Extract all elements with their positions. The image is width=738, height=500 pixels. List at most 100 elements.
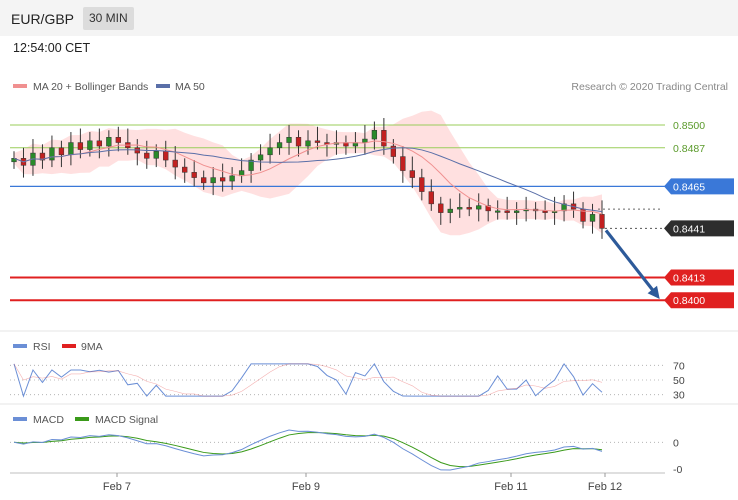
candle-body [191, 172, 197, 178]
candle-body [362, 138, 368, 143]
candle-body [144, 152, 150, 159]
macd-tick-label: -0 [673, 464, 682, 476]
candle-body [210, 177, 216, 184]
level-label: 0.8487 [673, 143, 705, 155]
level-tag [664, 220, 734, 237]
level-label: 0.8400 [673, 295, 705, 307]
macd-signal-legend-label: MACD Signal [95, 414, 158, 426]
candle-body [58, 147, 65, 156]
candle-body [561, 203, 567, 212]
rsi-tick-label: 50 [673, 375, 685, 387]
price-levels: 0.8500 0.8487 0.8465 0.8441 0.8413 0.8400 [10, 120, 734, 309]
macd-legend-label: MACD [33, 414, 64, 426]
x-tick-label: Feb 12 [588, 481, 622, 493]
rsi-ma-legend-swatch [62, 344, 76, 348]
candle-body [476, 205, 482, 210]
candle-body [201, 177, 207, 184]
candlesticks [11, 118, 605, 239]
moving-averages [13, 140, 603, 215]
ma20-line [13, 140, 603, 215]
top-bar: EUR/GBP 30 MIN [0, 0, 738, 36]
candle-body [400, 156, 406, 171]
candle-body [257, 154, 264, 161]
candle-body [466, 207, 472, 210]
candle-body [371, 130, 378, 140]
x-tick-label: Feb 11 [494, 481, 527, 493]
macd-line [13, 429, 603, 471]
bollinger-band-area [14, 110, 602, 236]
candle-body [77, 142, 84, 150]
candle-body [172, 159, 178, 168]
candle-body [163, 151, 169, 161]
timeframe-badge[interactable]: 30 MIN [83, 7, 134, 30]
candle-body [314, 140, 321, 143]
x-axis-labels: Feb 7 Feb 9 Feb 11 Feb 12 [103, 473, 622, 493]
candle-body [447, 208, 453, 213]
rsi-legend-swatch [13, 344, 27, 348]
candle-body [409, 170, 415, 178]
macd-legend-swatch [13, 417, 27, 421]
candle-body [153, 151, 159, 159]
macd-signal-legend-swatch [75, 417, 89, 421]
level-tag [664, 178, 734, 195]
symbol-title: EUR/GBP [11, 11, 75, 27]
timestamp: 12:54:00 CET [13, 41, 91, 55]
macd-signal-line [13, 431, 603, 468]
rsi-tick-label: 70 [673, 360, 685, 372]
candle-body [390, 145, 397, 157]
candle-body [96, 140, 103, 147]
bollinger-band [14, 110, 602, 236]
candle-body [295, 137, 302, 147]
ma50-line [13, 147, 603, 213]
ma50-legend-swatch [156, 84, 170, 88]
candle-body [39, 152, 46, 161]
rsi-line [13, 362, 603, 398]
candle-body [599, 214, 605, 229]
macd-panel: 0 -0 [10, 429, 682, 476]
candle-body [438, 203, 444, 213]
rsi-legend-label: RSI [33, 341, 51, 353]
level-label: 0.8441 [673, 223, 705, 235]
ma20-legend-label: MA 20 + Bollinger Bands [33, 81, 148, 93]
candle-body [267, 147, 273, 156]
candle-body [589, 214, 596, 222]
rsi-tick-label: 30 [673, 390, 685, 402]
ma50-legend-label: MA 50 [175, 81, 205, 93]
level-tag [664, 269, 734, 286]
forecast-arrow-head [647, 285, 660, 299]
candle-body [495, 210, 501, 213]
candle-body [87, 140, 93, 150]
level-tag [664, 292, 734, 309]
candle-body [419, 177, 425, 192]
candle-body [457, 207, 463, 210]
candle-body [485, 205, 491, 212]
candle-body [305, 140, 311, 147]
candle-body [504, 210, 510, 213]
candle-body [68, 142, 74, 156]
level-label: 0.8500 [673, 120, 705, 132]
x-tick-label: Feb 9 [292, 481, 320, 493]
rsi-ma-legend-label: 9MA [81, 341, 103, 353]
candle-body [229, 175, 235, 182]
candle-body [276, 142, 283, 149]
candle-body [49, 147, 55, 161]
rsi-ma-line [13, 363, 603, 397]
candle-body [428, 191, 434, 205]
forecast-arrow [604, 229, 660, 299]
ma20-legend-swatch [13, 84, 27, 88]
candle-body [182, 166, 188, 173]
candle-body [248, 159, 254, 171]
candle-body [219, 177, 226, 182]
macd-tick-label: 0 [673, 437, 679, 449]
candle-body [513, 210, 520, 213]
candle-body [542, 210, 548, 213]
candle-body [286, 137, 292, 143]
level-label: 0.8413 [673, 272, 705, 284]
rsi-panel: 70 50 30 [10, 360, 685, 402]
level-label: 0.8465 [673, 181, 705, 193]
x-tick-label: Feb 7 [103, 481, 131, 493]
candle-body [381, 130, 387, 147]
candle-body [115, 137, 121, 143]
candle-body [106, 137, 112, 147]
